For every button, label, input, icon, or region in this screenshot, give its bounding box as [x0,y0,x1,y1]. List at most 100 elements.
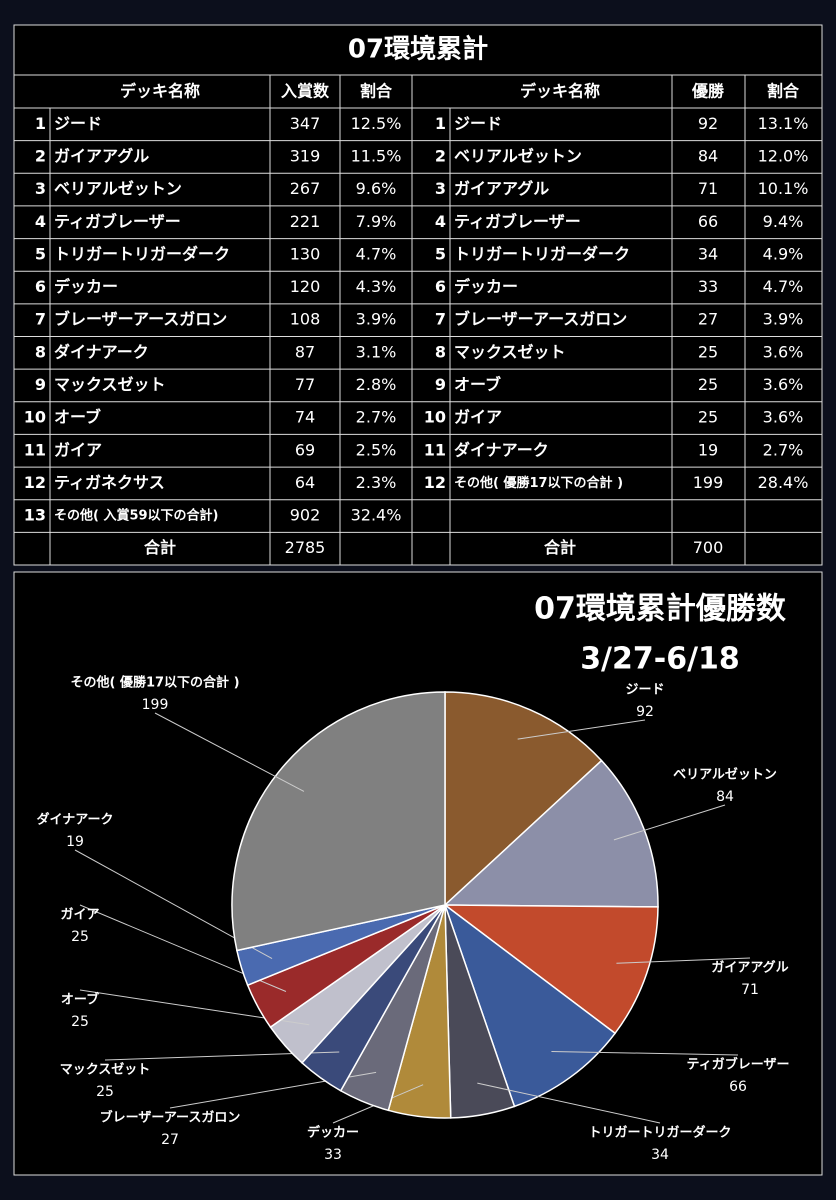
rank: 1 [35,114,46,133]
rank: 1 [435,114,446,133]
ratio: 12.5% [351,114,402,133]
slice-label: トリガートリガーダーク [588,1125,731,1141]
slice-label: ガイア [60,908,99,923]
count: 108 [290,310,321,329]
total-label: 合計 [544,538,576,557]
rank: 2 [435,146,446,165]
leader-line [477,1082,661,1124]
deck-name: ガイア [54,440,102,459]
deck-name: ジード [54,114,102,133]
rank: 4 [35,212,46,231]
deck-name: オーブ [54,408,101,427]
ratio: 2.8% [356,375,397,394]
ratio: 11.5% [351,146,402,165]
ratio: 10.1% [758,179,809,198]
leader-line [613,804,726,841]
count: 77 [295,375,315,394]
deck-name: トリガートリガーダーク [454,244,630,263]
pie-slice [442,904,659,1035]
slice-value: 34 [651,1147,669,1163]
ratio: 4.7% [763,277,804,296]
count: 33 [698,277,718,296]
deck-name: ブレーザーアースガロン [54,310,227,329]
ratio: 3.9% [356,310,397,329]
deck-name: マックスゼット [54,375,166,394]
ratio: 4.3% [356,277,397,296]
chart-subtitle: 3/27-6/18 [580,642,740,677]
count: 25 [698,375,718,394]
deck-name: ガイアアグル [454,179,549,198]
deck-name: ガイア [454,408,502,427]
rank: 4 [435,212,446,231]
pie-slice [444,691,603,907]
deck-name: ガイアアグル [54,146,149,165]
slice-label: デッカー [307,1125,359,1141]
deck-name: ダイナアーク [54,342,149,361]
table-title: 07環境累計 [348,34,488,65]
ratio: 2.7% [763,440,804,459]
total-count: 700 [693,538,724,557]
ratio: 13.1% [758,114,809,133]
ratio: 2.7% [356,408,397,427]
slice-value: 66 [729,1079,747,1095]
column-header: 入賞数 [281,82,330,101]
pie-slice [231,691,446,952]
pie-slice [443,759,659,908]
ratio: 28.4% [758,473,809,492]
slice-value: 25 [96,1084,114,1100]
count: 130 [290,244,321,263]
deck-name: その他( 優勝17以下の合計 ) [454,475,623,491]
deck-name: デッカー [54,277,118,296]
slice-value: 199 [142,697,169,713]
slice-value: 27 [161,1132,179,1148]
deck-name: ジード [454,114,502,133]
count: 27 [698,310,718,329]
slice-label: ベリアルゼットン [673,767,777,783]
rank: 13 [24,506,46,525]
rank: 8 [35,342,46,361]
rank: 5 [35,244,46,263]
count: 19 [698,440,718,459]
ratio: 7.9% [356,212,397,231]
leader-line [616,957,751,964]
deck-name: ティガブレーザー [454,212,581,231]
slice-label: ティガブレーザー [687,1057,790,1073]
deck-name: ティガブレーザー [54,212,181,231]
deck-name: デッカー [454,277,518,296]
deck-name: マックスゼット [454,342,566,361]
rank: 10 [424,408,446,427]
deck-name: ブレーザーアースガロン [454,310,627,329]
slice-value: 71 [741,982,759,998]
count: 120 [290,277,321,296]
rank: 9 [35,375,46,394]
slice-label: ガイアアグル [711,960,788,976]
deck-name: ダイナアーク [454,440,549,459]
slice-value: 33 [324,1147,342,1163]
count: 267 [290,179,321,198]
rank: 3 [435,179,446,198]
deck-name: ベリアルゼットン [54,179,182,198]
pie-slice [443,902,617,1108]
rank: 9 [435,375,446,394]
count: 84 [698,146,718,165]
ratio: 3.1% [356,342,397,361]
ratio: 12.0% [758,146,809,165]
column-header: 割合 [767,82,800,101]
deck-name: オーブ [454,375,501,394]
slice-label: マックスゼット [60,1062,151,1078]
count: 221 [290,212,321,231]
rank: 6 [435,277,446,296]
table-frame [13,24,823,566]
rank: 3 [35,179,46,198]
rank: 12 [24,473,46,492]
chart-title: 07環境累計優勝数 [534,592,787,627]
ratio: 2.3% [356,473,397,492]
slice-label: ジード [625,683,664,698]
slice-label: その他( 優勝17以下の合計 ) [70,675,239,691]
slice-label: ブレーザーアースガロン [100,1110,241,1126]
ratio: 32.4% [351,506,402,525]
rank: 8 [435,342,446,361]
count: 25 [698,408,718,427]
deck-name: ベリアルゼットン [454,146,582,165]
